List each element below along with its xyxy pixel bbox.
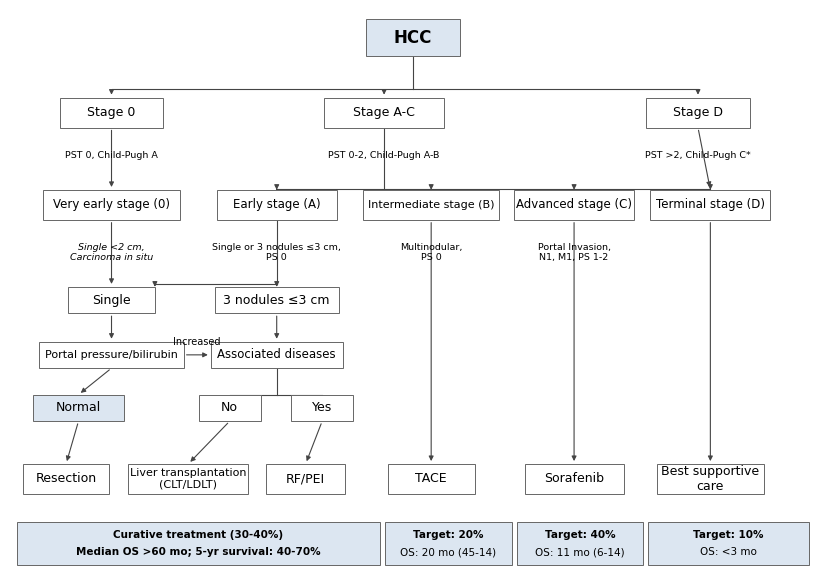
Text: OS: 11 mo (6-14): OS: 11 mo (6-14) [535, 548, 624, 557]
Text: Portal pressure/bilirubin: Portal pressure/bilirubin [45, 350, 178, 360]
FancyBboxPatch shape [325, 98, 444, 128]
FancyBboxPatch shape [40, 342, 183, 368]
Text: Terminal stage (D): Terminal stage (D) [656, 198, 765, 211]
Text: Portal Invasion,
N1, M1, PS 1-2: Portal Invasion, N1, M1, PS 1-2 [538, 243, 610, 263]
Text: RF/PEI: RF/PEI [286, 473, 325, 485]
Text: Target: 40%: Target: 40% [544, 530, 615, 540]
Text: 3 nodules ≤3 cm: 3 nodules ≤3 cm [224, 294, 330, 306]
Text: Target: 10%: Target: 10% [693, 530, 764, 540]
Text: HCC: HCC [394, 28, 432, 47]
FancyBboxPatch shape [215, 287, 339, 313]
Text: PST >2, Child-Pugh C*: PST >2, Child-Pugh C* [645, 151, 751, 160]
FancyBboxPatch shape [33, 395, 124, 421]
Text: Advanced stage (C): Advanced stage (C) [516, 198, 632, 211]
Text: Very early stage (0): Very early stage (0) [53, 198, 170, 211]
Text: PST 0, Child-Pugh A: PST 0, Child-Pugh A [65, 151, 158, 160]
FancyBboxPatch shape [60, 98, 164, 128]
Text: Best supportive
care: Best supportive care [662, 465, 759, 493]
FancyBboxPatch shape [647, 98, 750, 128]
Text: Stage A-C: Stage A-C [354, 106, 415, 119]
Text: Resection: Resection [36, 473, 97, 485]
Text: Multinodular,
PS 0: Multinodular, PS 0 [400, 243, 463, 263]
FancyBboxPatch shape [365, 18, 461, 56]
FancyBboxPatch shape [69, 287, 155, 313]
FancyBboxPatch shape [363, 190, 499, 220]
FancyBboxPatch shape [266, 464, 345, 494]
Text: Sorafenib: Sorafenib [544, 473, 604, 485]
Text: Curative treatment (30-40%): Curative treatment (30-40%) [113, 530, 283, 540]
FancyBboxPatch shape [129, 464, 248, 494]
FancyBboxPatch shape [17, 522, 380, 565]
Text: OS: <3 mo: OS: <3 mo [700, 548, 757, 557]
FancyBboxPatch shape [648, 522, 809, 565]
FancyBboxPatch shape [44, 190, 180, 220]
FancyBboxPatch shape [199, 395, 261, 421]
Text: Yes: Yes [312, 402, 332, 414]
FancyBboxPatch shape [517, 522, 643, 565]
Text: Increased: Increased [173, 337, 221, 347]
FancyBboxPatch shape [292, 395, 354, 421]
FancyBboxPatch shape [385, 522, 512, 565]
Text: OS: 20 mo (45-14): OS: 20 mo (45-14) [401, 548, 496, 557]
Text: Target: 20%: Target: 20% [413, 530, 484, 540]
Text: TACE: TACE [415, 473, 447, 485]
Text: Associated diseases: Associated diseases [217, 349, 336, 361]
Text: Early stage (A): Early stage (A) [233, 198, 320, 211]
Text: Single: Single [93, 294, 131, 306]
Text: Stage 0: Stage 0 [88, 106, 135, 119]
FancyBboxPatch shape [211, 342, 343, 368]
Text: No: No [221, 402, 238, 414]
Text: Stage D: Stage D [673, 106, 723, 119]
FancyBboxPatch shape [514, 190, 634, 220]
FancyBboxPatch shape [657, 464, 764, 494]
Text: Normal: Normal [56, 402, 101, 414]
Text: Liver transplantation
(CLT/LDLT): Liver transplantation (CLT/LDLT) [130, 468, 247, 490]
FancyBboxPatch shape [23, 464, 109, 494]
FancyBboxPatch shape [388, 464, 475, 494]
FancyBboxPatch shape [525, 464, 624, 494]
Text: Single <2 cm,
Carcinoma in situ: Single <2 cm, Carcinoma in situ [70, 243, 153, 263]
Text: Intermediate stage (B): Intermediate stage (B) [368, 200, 495, 210]
Text: Median OS >60 mo; 5-yr survival: 40-70%: Median OS >60 mo; 5-yr survival: 40-70% [76, 548, 320, 557]
FancyBboxPatch shape [651, 190, 770, 220]
Text: PST 0-2, Child-Pugh A-B: PST 0-2, Child-Pugh A-B [329, 151, 439, 160]
FancyBboxPatch shape [216, 190, 337, 220]
Text: Single or 3 nodules ≤3 cm,
PS 0: Single or 3 nodules ≤3 cm, PS 0 [212, 243, 341, 263]
